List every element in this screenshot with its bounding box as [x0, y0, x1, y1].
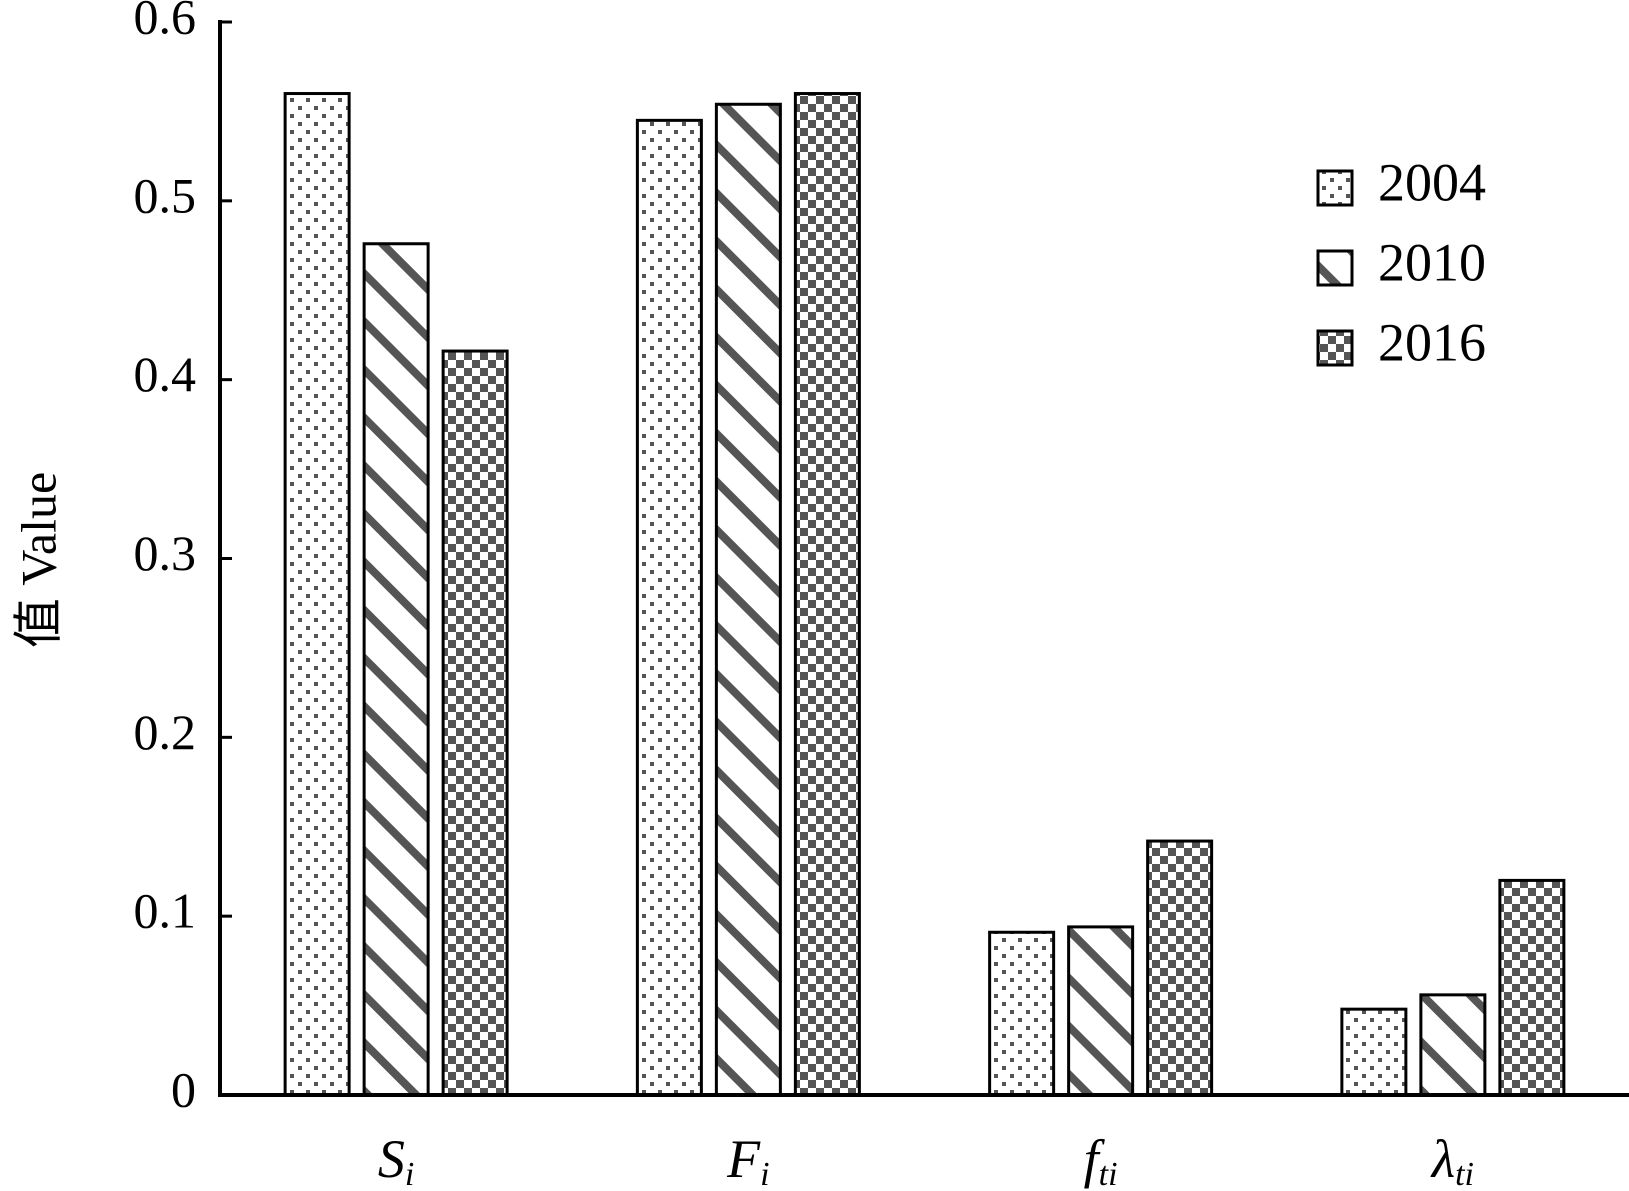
- y-tick-label: 0.6: [134, 0, 197, 44]
- legend-swatch: [1316, 169, 1354, 207]
- x-tick-label: fti: [1084, 1129, 1118, 1191]
- y-tick-label: 0.3: [134, 525, 197, 581]
- bar: [1340, 1007, 1408, 1097]
- bar: [1146, 839, 1214, 1097]
- bar: [1419, 993, 1487, 1097]
- legend-label: 2016: [1378, 312, 1486, 372]
- bar: [441, 349, 509, 1097]
- bar: [1498, 878, 1566, 1097]
- y-tick-label: 0.5: [134, 167, 197, 223]
- bar: [283, 92, 351, 1097]
- legend-label: 2010: [1378, 232, 1486, 292]
- bar: [1067, 925, 1135, 1097]
- bar: [635, 118, 703, 1097]
- y-tick-label: 0.2: [134, 704, 197, 760]
- x-tick-label: λti: [1430, 1129, 1474, 1191]
- y-tick-label: 0.4: [134, 346, 197, 402]
- y-tick-label: 0.1: [134, 883, 197, 939]
- legend-swatch: [1316, 329, 1354, 367]
- y-tick-label: 0: [171, 1061, 196, 1117]
- legend-swatch: [1316, 249, 1354, 287]
- bar: [793, 92, 861, 1097]
- x-tick-label: Fi: [726, 1129, 769, 1191]
- bar: [362, 242, 430, 1097]
- legend-label: 2004: [1378, 152, 1486, 212]
- x-tick-label: Si: [378, 1129, 414, 1191]
- bar: [714, 102, 782, 1097]
- y-axis-label: 值 Value: [10, 472, 66, 648]
- bar: [988, 930, 1056, 1097]
